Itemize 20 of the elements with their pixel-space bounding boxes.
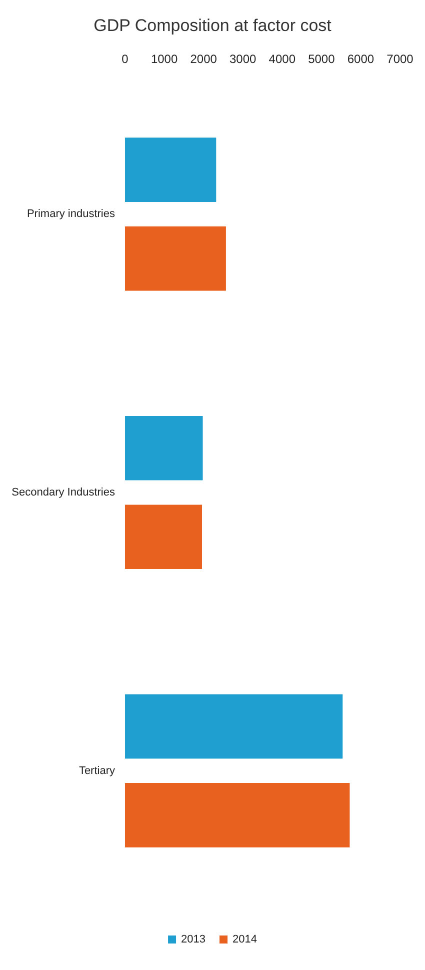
bar — [125, 694, 343, 759]
y-tick-label: Primary industries — [26, 208, 116, 220]
x-tick-label: 0 — [122, 52, 129, 66]
y-tick-label: Secondary Industries — [12, 486, 116, 498]
x-tick-label: 6000 — [347, 52, 374, 66]
bar — [125, 138, 216, 202]
x-tick-label: 7000 — [386, 52, 414, 66]
x-tick-label: 2000 — [190, 52, 218, 66]
chart-title: GDP Composition at factor cost — [94, 16, 332, 35]
x-tick-label: 4000 — [268, 52, 296, 66]
bar — [125, 226, 226, 291]
x-tick-label: 5000 — [308, 52, 336, 66]
x-tick-label: 1000 — [150, 52, 178, 66]
bar — [125, 783, 350, 848]
legend-label: 2014 — [232, 934, 257, 946]
y-tick-label: Tertiary — [78, 764, 116, 777]
legend-label: 2013 — [181, 934, 206, 946]
bar — [125, 504, 202, 570]
x-tick-label: 3000 — [230, 52, 257, 66]
bar — [125, 416, 203, 480]
